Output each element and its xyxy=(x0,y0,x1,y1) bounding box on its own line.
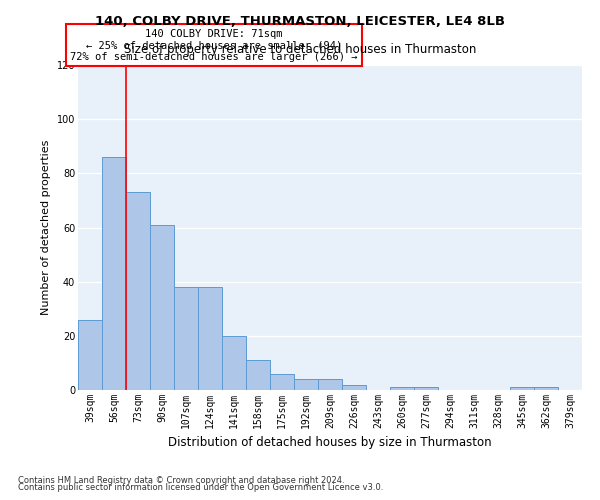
Bar xyxy=(126,192,150,390)
Text: Size of property relative to detached houses in Thurmaston: Size of property relative to detached ho… xyxy=(124,42,476,56)
Bar xyxy=(102,157,126,390)
Bar xyxy=(342,384,366,390)
Bar xyxy=(294,379,318,390)
Bar xyxy=(510,388,534,390)
Bar xyxy=(246,360,270,390)
Bar xyxy=(534,388,558,390)
Text: 140 COLBY DRIVE: 71sqm
← 25% of detached houses are smaller (94)
72% of semi-det: 140 COLBY DRIVE: 71sqm ← 25% of detached… xyxy=(70,28,358,62)
Y-axis label: Number of detached properties: Number of detached properties xyxy=(41,140,51,315)
Bar xyxy=(414,388,438,390)
Bar xyxy=(198,287,222,390)
Bar xyxy=(390,388,414,390)
Bar xyxy=(174,287,198,390)
Bar xyxy=(150,225,174,390)
X-axis label: Distribution of detached houses by size in Thurmaston: Distribution of detached houses by size … xyxy=(168,436,492,450)
Bar xyxy=(78,320,102,390)
Bar xyxy=(222,336,246,390)
Text: Contains HM Land Registry data © Crown copyright and database right 2024.: Contains HM Land Registry data © Crown c… xyxy=(18,476,344,485)
Bar xyxy=(318,379,342,390)
Bar xyxy=(270,374,294,390)
Text: 140, COLBY DRIVE, THURMASTON, LEICESTER, LE4 8LB: 140, COLBY DRIVE, THURMASTON, LEICESTER,… xyxy=(95,15,505,28)
Text: Contains public sector information licensed under the Open Government Licence v3: Contains public sector information licen… xyxy=(18,484,383,492)
